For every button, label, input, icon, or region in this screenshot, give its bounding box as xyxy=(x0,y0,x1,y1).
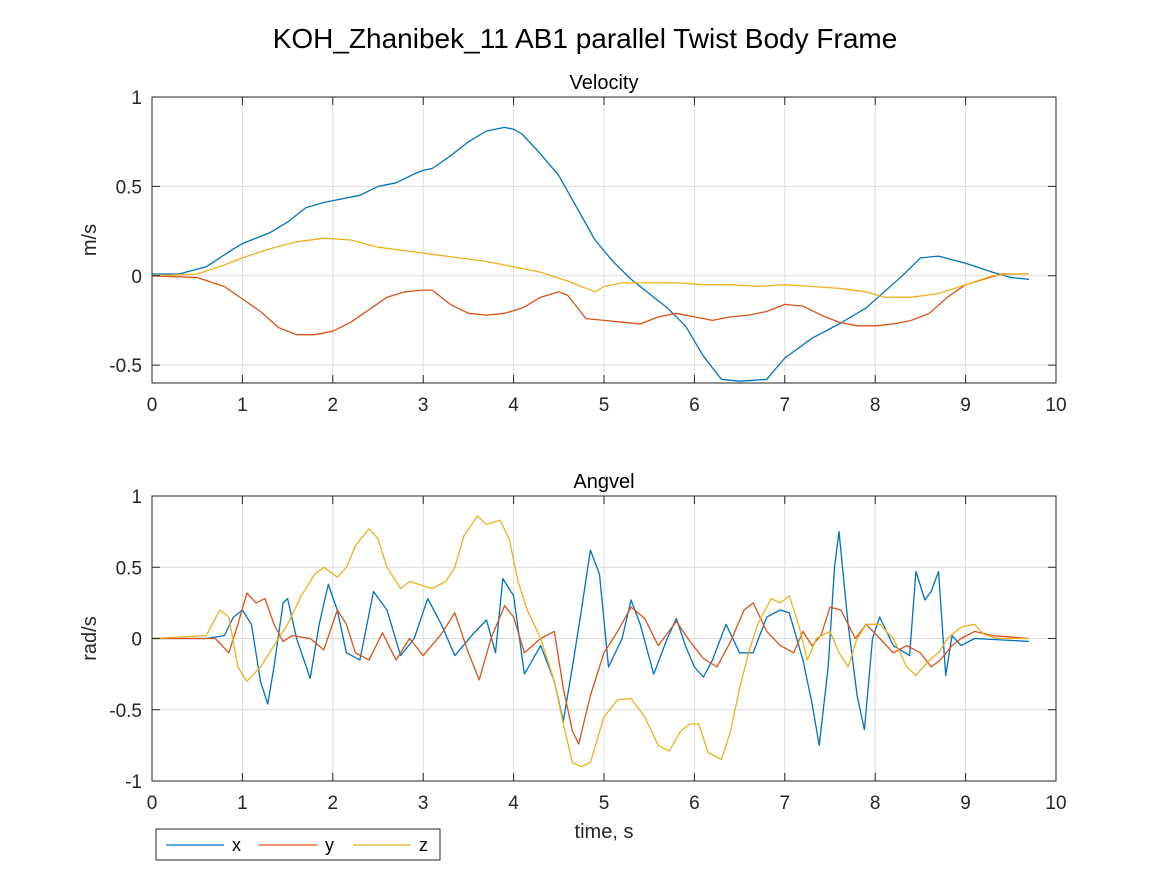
x-tick-label: 0 xyxy=(147,395,158,416)
series-line-x xyxy=(152,530,1029,747)
x-tick-label: 8 xyxy=(870,793,881,814)
y-tick-label: 0 xyxy=(131,630,142,651)
x-axis-label: time, s xyxy=(575,821,634,843)
x-tick-label: 6 xyxy=(689,793,700,814)
subplot-title: Velocity xyxy=(570,72,639,94)
y-tick-label: 0 xyxy=(131,267,142,288)
y-tick-label: -0.5 xyxy=(109,356,142,377)
series-line-x xyxy=(152,126,1029,382)
y-tick-label: -0.5 xyxy=(109,701,142,722)
y-tick-label: -1 xyxy=(125,772,142,793)
y-axis-label: rad/s xyxy=(79,616,101,660)
legend-label-y: y xyxy=(325,835,334,855)
legend-label-z: z xyxy=(419,835,428,855)
x-tick-label: 8 xyxy=(870,395,881,416)
legend-label-x: x xyxy=(232,835,241,855)
y-tick-label: 0.5 xyxy=(116,177,142,198)
x-tick-label: 5 xyxy=(599,395,610,416)
x-tick-label: 0 xyxy=(147,793,158,814)
angvel-axes: 0 1 2 3 4 5 6 7 8 9 10 -1 -0.5 0 0.5 1 Angvel rad/s time, … xyxy=(79,471,1067,843)
x-tick-label: 9 xyxy=(960,395,971,416)
x-tick-label: 4 xyxy=(508,793,519,814)
y-axis-label: m/s xyxy=(79,224,101,256)
x-tick-label: 3 xyxy=(418,395,429,416)
figure-title: KOH_Zhanibek_11 AB1 parallel Twist Body … xyxy=(273,23,898,54)
x-tick-label: 7 xyxy=(780,793,791,814)
x-tick-label: 2 xyxy=(328,793,339,814)
x-tick-label: 10 xyxy=(1045,793,1066,814)
y-tick-label: 1 xyxy=(131,88,142,109)
y-tick-label: 1 xyxy=(131,487,142,508)
x-tick-label: 10 xyxy=(1045,395,1066,416)
x-tick-label: 9 xyxy=(960,793,971,814)
x-tick-label: 1 xyxy=(237,395,248,416)
series-line-z xyxy=(152,237,1029,298)
x-tick-label: 6 xyxy=(689,395,700,416)
series-line-y xyxy=(152,273,1029,336)
x-tick-label: 4 xyxy=(508,395,519,416)
x-tick-label: 5 xyxy=(599,793,610,814)
y-tick-label: 0.5 xyxy=(116,558,142,579)
series-line-z xyxy=(152,515,1029,768)
subplot-title: Angvel xyxy=(573,471,634,493)
legend: x y z xyxy=(155,828,441,861)
x-tick-label: 7 xyxy=(780,395,791,416)
x-tick-label: 3 xyxy=(418,793,429,814)
x-tick-label: 1 xyxy=(237,793,248,814)
x-tick-label: 2 xyxy=(328,395,339,416)
